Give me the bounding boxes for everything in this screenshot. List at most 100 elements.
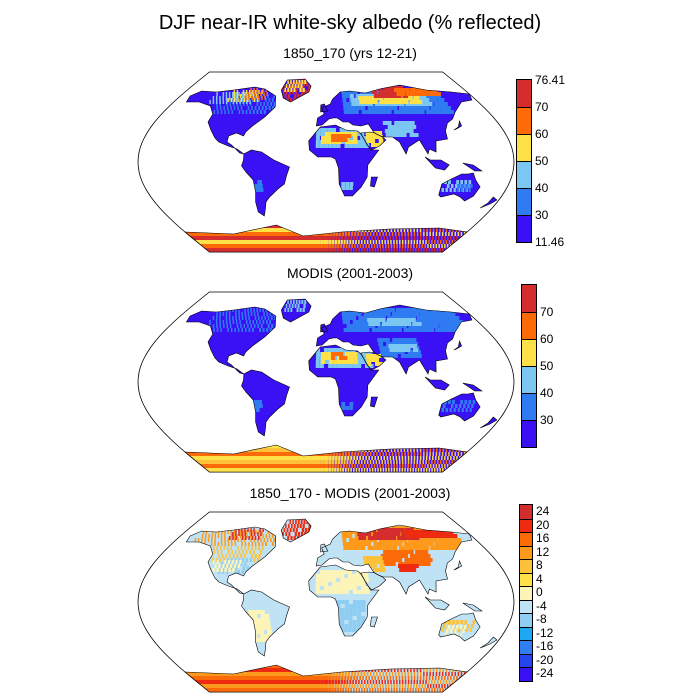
- map-panel-model: [137, 71, 515, 253]
- land-madagascar: [370, 177, 378, 187]
- coastline-northAmerica: [185, 526, 277, 595]
- coastline-arabia: [360, 351, 387, 371]
- colorbar-swatch: [519, 598, 533, 614]
- coastline-newguinea: [462, 162, 483, 172]
- colorbar-obs: 30 40 50 60 70: [521, 284, 586, 448]
- colorbar-swatch: [521, 419, 537, 448]
- colorbar-swatch: [519, 544, 533, 560]
- colorbar-swatch: [519, 531, 533, 547]
- coastline-africa: [308, 124, 380, 197]
- colorbar-swatch: [521, 284, 537, 313]
- colorbar-tick-label: 30: [540, 413, 554, 427]
- coastline-uk: [320, 543, 329, 553]
- coastline-antarctica: [184, 664, 468, 693]
- panel-title-model: 1850_170 (yrs 12-21): [283, 45, 417, 61]
- colorbar-tick-label: 76.41: [535, 73, 566, 87]
- colorbar-tick-label: 4: [536, 571, 543, 586]
- colorbar-tick-label: 11.46: [535, 235, 565, 249]
- coastline-eurasia: [315, 304, 473, 375]
- land-madagascar: [370, 397, 378, 407]
- map-panel-diff: [137, 511, 515, 693]
- coastline-indonesia: [424, 596, 450, 611]
- land-japan: [453, 561, 462, 570]
- land-japan: [453, 121, 462, 130]
- colorbar-tick-label: 50: [540, 359, 554, 373]
- colorbar-tick-label: 24: [536, 504, 550, 518]
- colorbar-swatch: [519, 612, 533, 628]
- colorbar-tick-label: 40: [535, 181, 549, 195]
- colorbar-swatch: [519, 652, 533, 668]
- coastline-africa: [308, 344, 380, 417]
- colorbar-swatch: [519, 571, 533, 587]
- coastline-antarctica: [184, 444, 468, 473]
- colorbar-diff: -24 -20 -16 -12 -8 -4 0 4 8 12 16 20 24: [519, 504, 582, 682]
- panel-title-diff: 1850_170 - MODIS (2001-2003): [249, 485, 451, 501]
- colorbar-tick-label: 20: [536, 517, 550, 532]
- colorbar-tick-label: -20: [536, 652, 554, 667]
- coastline-nz: [480, 196, 498, 209]
- land-japan: [453, 341, 462, 350]
- coastline-southAmerica: [241, 589, 290, 657]
- colorbar-tick-label: 0: [536, 585, 543, 599]
- land-southAmerica: [241, 150, 290, 216]
- colorbar-swatch: [519, 625, 533, 641]
- coastline-australia: [438, 612, 481, 642]
- colorbar-tick-label: -4: [536, 598, 547, 613]
- coastline-australia: [438, 392, 481, 422]
- land-madagascar: [370, 617, 378, 627]
- coastline-northAmerica: [185, 86, 277, 155]
- land-southAmerica: [241, 370, 290, 436]
- coastline-newguinea: [462, 382, 483, 392]
- colorbar-tick-label: 12: [536, 544, 550, 559]
- colorbar-tick-label: 40: [540, 386, 554, 400]
- map-panel-obs: [137, 291, 515, 473]
- coastline-indonesia: [424, 376, 450, 391]
- coastline-japan: [453, 339, 462, 351]
- colorbar-tick-label: -16: [536, 639, 554, 653]
- coastline-japan: [453, 559, 462, 571]
- land-newguinea: [462, 163, 482, 171]
- colorbar-swatch: [521, 392, 537, 421]
- colorbar-swatch: [516, 133, 532, 162]
- figure-title: DJF near-IR white-sky albedo (% reflecte…: [158, 12, 542, 34]
- coastline-africa: [308, 564, 380, 637]
- coastline-greenland: [280, 298, 312, 323]
- coastline-indonesia: [424, 156, 450, 171]
- colorbar-tick-label: 60: [540, 332, 554, 346]
- coastline-japan: [453, 119, 462, 131]
- colorbar-swatch: [519, 517, 533, 533]
- colorbar-swatch: [519, 504, 533, 520]
- colorbar-swatch: [519, 639, 533, 655]
- colorbar-swatch: [516, 187, 532, 216]
- coastline-nz: [480, 416, 498, 429]
- colorbar-swatch: [519, 585, 533, 601]
- coastline-eurasia: [315, 84, 473, 155]
- coastline-uk: [320, 323, 329, 333]
- coastline-madagascar: [370, 396, 378, 408]
- coastline-newguinea: [462, 602, 483, 612]
- colorbar-swatch: [516, 160, 532, 189]
- colorbar-tick-label: 30: [535, 208, 549, 222]
- colorbar-tick-label: 60: [535, 127, 549, 141]
- coastline-arabia: [360, 131, 387, 151]
- colorbar-swatch: [521, 338, 537, 367]
- coastline-australia: [438, 172, 481, 202]
- colorbar-swatch: [521, 365, 537, 394]
- coastline-greenland: [280, 78, 312, 103]
- colorbar-swatch: [519, 558, 533, 574]
- coastline-uk: [320, 103, 329, 113]
- coastline-southAmerica: [241, 369, 290, 437]
- panel-title-obs: MODIS (2001-2003): [286, 265, 414, 281]
- land-newguinea: [462, 383, 482, 391]
- land-newguinea: [462, 603, 482, 611]
- coastline-southAmerica: [241, 149, 290, 217]
- colorbar-tick-label: 16: [536, 531, 550, 545]
- colorbar-tick-label: -24: [536, 666, 554, 680]
- coastline-greenland: [280, 518, 312, 543]
- colorbar-model: 11.46 30 40 50 60 70 76.41: [516, 73, 581, 249]
- land-australia: [438, 613, 481, 641]
- colorbar-swatch: [521, 311, 537, 340]
- coastline-madagascar: [370, 616, 378, 628]
- land-northAmerica: [186, 87, 276, 154]
- colorbar-swatch: [516, 214, 532, 243]
